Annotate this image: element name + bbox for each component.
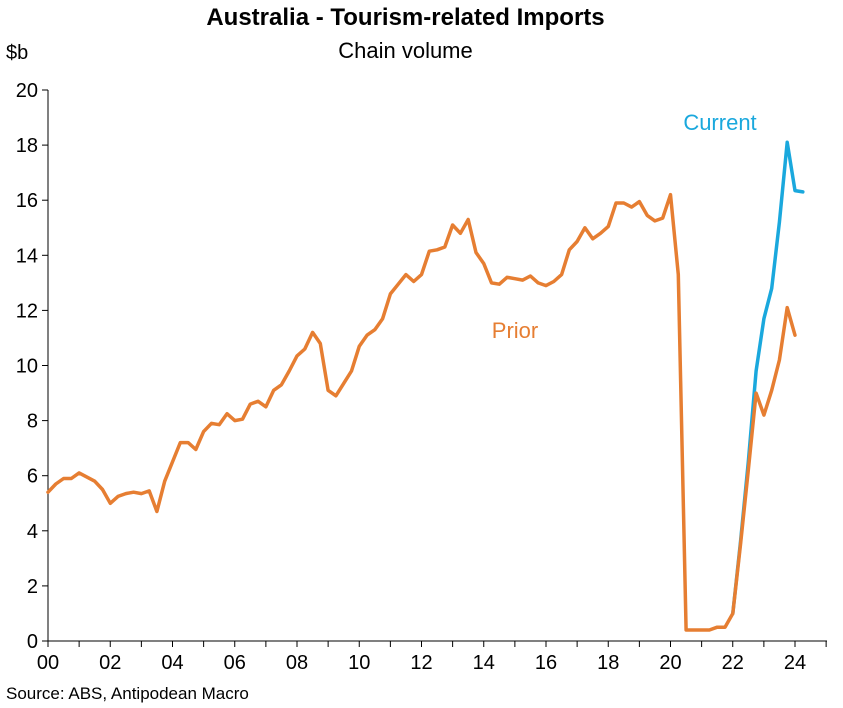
series-line-prior <box>46 192 797 632</box>
y-tick-label: 14 <box>16 245 38 267</box>
series-line-current <box>731 140 805 616</box>
x-tick-label: 06 <box>224 652 246 674</box>
x-tick-label: 12 <box>410 652 432 674</box>
chart-subtitle: Chain volume <box>338 38 473 63</box>
source-note: Source: ABS, Antipodean Macro <box>6 684 249 703</box>
y-tick-label: 4 <box>27 521 38 543</box>
x-tick-label: 04 <box>161 652 183 674</box>
series-lines <box>46 140 805 632</box>
y-tick-label: 8 <box>27 411 38 433</box>
y-tick-label: 2 <box>27 576 38 598</box>
y-tick-label: 20 <box>16 80 38 102</box>
y-tick-label: 12 <box>16 300 38 322</box>
y-tick-label: 10 <box>16 356 38 378</box>
annotation-current: Current <box>683 110 756 135</box>
annotation-prior: Prior <box>492 318 538 343</box>
x-tick-label: 16 <box>535 652 557 674</box>
x-tick-label: 10 <box>348 652 370 674</box>
axes <box>42 89 827 647</box>
y-tick-label: 0 <box>27 631 38 653</box>
y-tick-label: 18 <box>16 135 38 157</box>
chart-title: Australia - Tourism-related Imports <box>206 4 605 31</box>
x-tick-label: 08 <box>286 652 308 674</box>
x-tick-label: 24 <box>784 652 806 674</box>
x-tick-label: 14 <box>473 652 495 674</box>
x-tick-label: 02 <box>99 652 121 674</box>
x-tick-label: 18 <box>597 652 619 674</box>
y-tick-label: 16 <box>16 190 38 212</box>
x-tick-label: 00 <box>37 652 59 674</box>
y-tick-label: 6 <box>27 466 38 488</box>
x-tick-label: 22 <box>722 652 744 674</box>
x-tick-label: 20 <box>659 652 681 674</box>
series-annotations: Current Prior <box>492 110 757 343</box>
y-axis-unit-label: $b <box>6 42 29 64</box>
